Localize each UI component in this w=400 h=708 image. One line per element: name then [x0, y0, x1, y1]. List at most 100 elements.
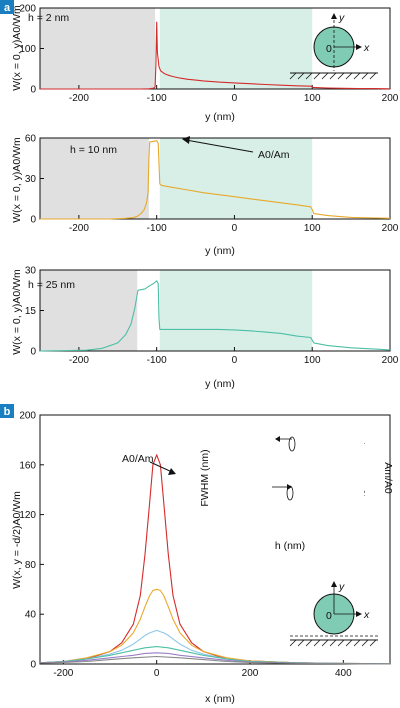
y-tick-label: 30 [25, 174, 37, 185]
series-marker-ellipse [288, 436, 296, 452]
hatch [361, 72, 369, 80]
shaded-region [40, 138, 149, 219]
x-tick-label: 0 [154, 668, 160, 679]
panel-b-ylabel: W(x, y = -d/2)A0/Wm [11, 491, 23, 589]
inset-y-arrowhead [331, 13, 337, 19]
x-tick-label: -200 [69, 223, 89, 234]
x-tick-label: -100 [147, 223, 167, 234]
shaded-region [159, 138, 313, 219]
hatch [353, 72, 361, 80]
x-tick-label: 0 [232, 223, 238, 234]
hatch [353, 639, 361, 647]
inset-origin-label: 0 [326, 43, 332, 55]
hatch [297, 72, 305, 80]
inset-ylabel-right: Am/A0 [382, 462, 394, 494]
x-tick-label: -200 [53, 668, 73, 679]
y-tick-label: 160 [19, 460, 36, 471]
hatch [329, 639, 337, 647]
hatch [337, 639, 345, 647]
x-tick-label: 100 [304, 355, 321, 366]
inset-xlabel: h (nm) [275, 540, 305, 552]
y-tick-label: 120 [19, 510, 36, 521]
panel-b-arrowhead [168, 468, 176, 475]
inset-x-label: x [363, 609, 370, 621]
hatch [369, 639, 377, 647]
y-tick-label: 0 [30, 215, 36, 226]
plot-area-3: -200 0 200 400 0 40 80 120 160 200 [19, 411, 391, 679]
hatch [313, 72, 321, 80]
x-tick-label: 200 [382, 93, 399, 104]
panel-b-main: -200 0 200 400 0 40 80 120 160 200 A0/Am x (nm) W… [11, 411, 391, 705]
plot-frame [39, 414, 391, 665]
panel-b-badge-box [0, 404, 14, 418]
panel-a3-xlabel: y (nm) [205, 378, 235, 390]
y-tick-label: 200 [19, 4, 36, 15]
shaded-region [40, 8, 156, 89]
panel-a-h25: -200 -100 0 100 200 0 15 30 h = 25 nm y (nm) W(… [11, 266, 399, 391]
panel-a-h2: -200 -100 0 100 200 0 100 200 h = 2 nm y (nm) W… [11, 4, 399, 124]
panel-b-badge-label: b [4, 406, 11, 418]
shaded-region [159, 270, 313, 351]
inset-x-arrowhead [356, 611, 362, 617]
hatch [297, 639, 305, 647]
hatch [289, 72, 297, 80]
hatch [337, 72, 345, 80]
panel-a2-annotation: h = 10 nm [70, 144, 117, 156]
a0-am-label: A0/Am [258, 149, 290, 161]
x-tick-label: 100 [304, 93, 321, 104]
panel-b-xlabel: x (nm) [205, 693, 235, 705]
y-tick-label: 0 [30, 85, 36, 96]
y-tick-label: 200 [19, 411, 36, 422]
hatch [305, 72, 313, 80]
panel-a1-ylabel: W(x = 0, y)A0/Wm [11, 5, 23, 91]
panel-a1-annotation: h = 2 nm [28, 12, 69, 24]
x-tick-label: -200 [69, 93, 89, 104]
series-line-0 [40, 21, 391, 90]
x-tick-label: 200 [382, 223, 399, 234]
inset-ylabel-left: FWHM (nm) [199, 449, 211, 506]
panel-b-badge: b [0, 404, 14, 418]
hatch [289, 639, 297, 647]
panel-b-arrow-line [149, 461, 173, 473]
hatch [361, 639, 369, 647]
hatch [321, 72, 329, 80]
inset-y-label: y [338, 581, 345, 593]
hatch [313, 639, 321, 647]
inset-x-arrowhead [356, 44, 362, 50]
y-tick-label: 60 [25, 134, 37, 145]
inset-ground-hatch [289, 639, 377, 647]
hatch [329, 72, 337, 80]
series-pointer-left-head [275, 436, 280, 442]
panel-a2-xlabel: y (nm) [205, 245, 235, 257]
y-tick-label: 100 [19, 44, 36, 55]
hatch [321, 639, 329, 647]
panel-a3-annotation: h = 25 nm [28, 279, 75, 291]
y-tick-label: 15 [25, 306, 37, 317]
series-pointer-right-head [287, 484, 292, 490]
x-tick-label: -100 [147, 355, 167, 366]
inset-origin-label: 0 [326, 610, 332, 622]
y-tick-label: 0 [30, 660, 36, 671]
plot-area-1: -200 -100 0 100 200 0 30 60 [25, 134, 399, 235]
panel-a2-ylabel: W(x = 0, y)A0/Wm [11, 137, 23, 223]
inset-background [200, 418, 364, 554]
hatch [305, 639, 313, 647]
panel-a-badge: a [0, 0, 14, 14]
plot-area-2: -200 -100 0 100 200 0 15 30 [25, 266, 399, 367]
panel-a-badge-label: a [4, 2, 11, 14]
series-line-0 [39, 280, 391, 352]
inset-cylinder-top: y x 0 [289, 12, 378, 80]
panel-a1-xlabel: y (nm) [205, 111, 235, 123]
x-tick-label: -200 [69, 355, 89, 366]
a0-am-arrow-line [185, 139, 254, 153]
panel-a3-ylabel: W(x = 0, y)A0/Wm [11, 269, 23, 355]
inset-y-arrowhead [331, 581, 337, 587]
y-tick-label: 0 [30, 347, 36, 358]
shaded-region [40, 270, 138, 351]
panel-a-badge-box [0, 0, 14, 14]
shaded-region [159, 8, 313, 89]
inset-y-label: y [338, 12, 345, 24]
x-tick-label: 400 [335, 668, 352, 679]
panel-b-inset: 05010010015010−110−2 h (nm) FWHM (nm) Am… [199, 418, 394, 554]
